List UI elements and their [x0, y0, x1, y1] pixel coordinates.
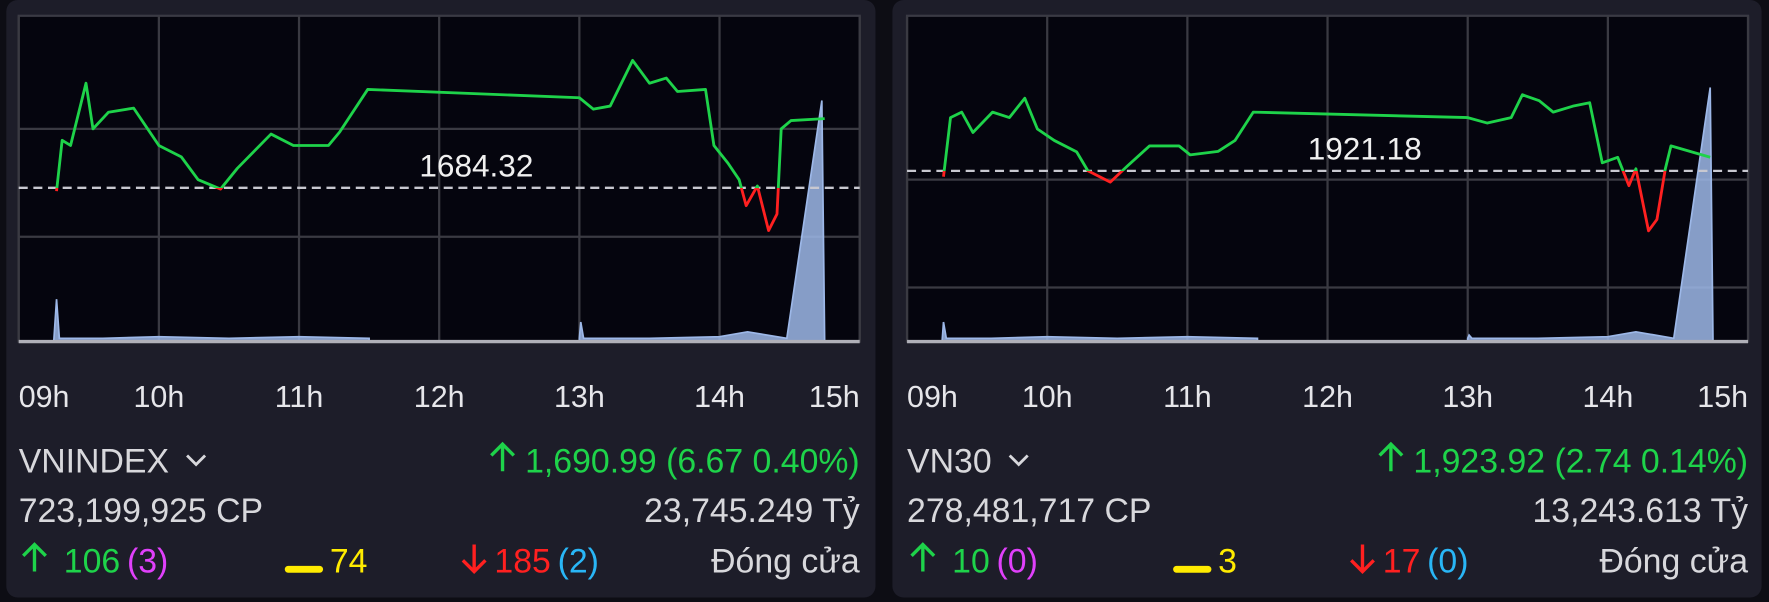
unchanged-icon [284, 565, 324, 573]
x-tick-label: 10h [1022, 380, 1073, 414]
reference-label: 1684.32 [419, 148, 533, 184]
x-tick-label: 12h [1302, 380, 1353, 414]
index-name: VNINDEX [19, 442, 169, 480]
x-tick-label: 15h [809, 380, 860, 414]
up-arrow-icon [22, 542, 47, 572]
declines: 185 [494, 543, 550, 581]
x-tick-label: 11h [275, 380, 324, 414]
index-change: 1,923.92 (2.74 0.14%) [1413, 442, 1748, 480]
declines: 17 [1383, 543, 1421, 581]
declines-floor: (2) [558, 543, 599, 581]
up-arrow-icon [490, 441, 516, 472]
trade-value: 13,243.613 Tỷ [1532, 492, 1748, 530]
volume: 278,481,717 CP [907, 492, 1151, 530]
x-tick-label: 09h [907, 380, 958, 414]
x-tick-label: 15h [1697, 380, 1748, 414]
down-arrow-icon [1350, 544, 1375, 574]
x-tick-label: 12h [414, 380, 465, 414]
price-line [942, 93, 1711, 233]
dropdown-chevron [1008, 454, 1029, 467]
market-status: Đóng cửa [1599, 543, 1748, 581]
advances: 10 [952, 543, 990, 581]
index-change: 1,690.99 (6.67 0.40%) [525, 442, 860, 480]
x-tick-label: 13h [1442, 380, 1493, 414]
x-tick-label: 14h [1582, 380, 1633, 414]
x-tick-label: 11h [1163, 380, 1212, 414]
advances: 106 [64, 543, 120, 581]
x-tick-label: 09h [19, 380, 70, 414]
unchanged: 3 [1218, 543, 1237, 581]
volume: 723,199,925 CP [19, 492, 263, 530]
x-tick-label: 14h [694, 380, 745, 414]
up-arrow-icon [910, 542, 936, 572]
price-line [55, 58, 825, 232]
advances-ceiling: (0) [997, 543, 1038, 581]
unchanged: 74 [330, 543, 368, 581]
up-arrow-icon [1378, 441, 1404, 472]
unchanged-icon [1173, 565, 1212, 573]
x-tick-label: 10h [133, 380, 184, 414]
dropdown-chevron [186, 454, 207, 467]
declines-floor: (0) [1427, 543, 1468, 581]
down-arrow-icon [461, 544, 487, 574]
x-tick-label: 13h [554, 380, 605, 414]
trade-value: 23,745.249 Tỷ [644, 492, 860, 530]
advances-ceiling: (3) [127, 543, 168, 581]
market-status: Đóng cửa [711, 543, 860, 581]
index-name: VN30 [907, 442, 992, 480]
reference-label: 1921.18 [1308, 131, 1422, 167]
